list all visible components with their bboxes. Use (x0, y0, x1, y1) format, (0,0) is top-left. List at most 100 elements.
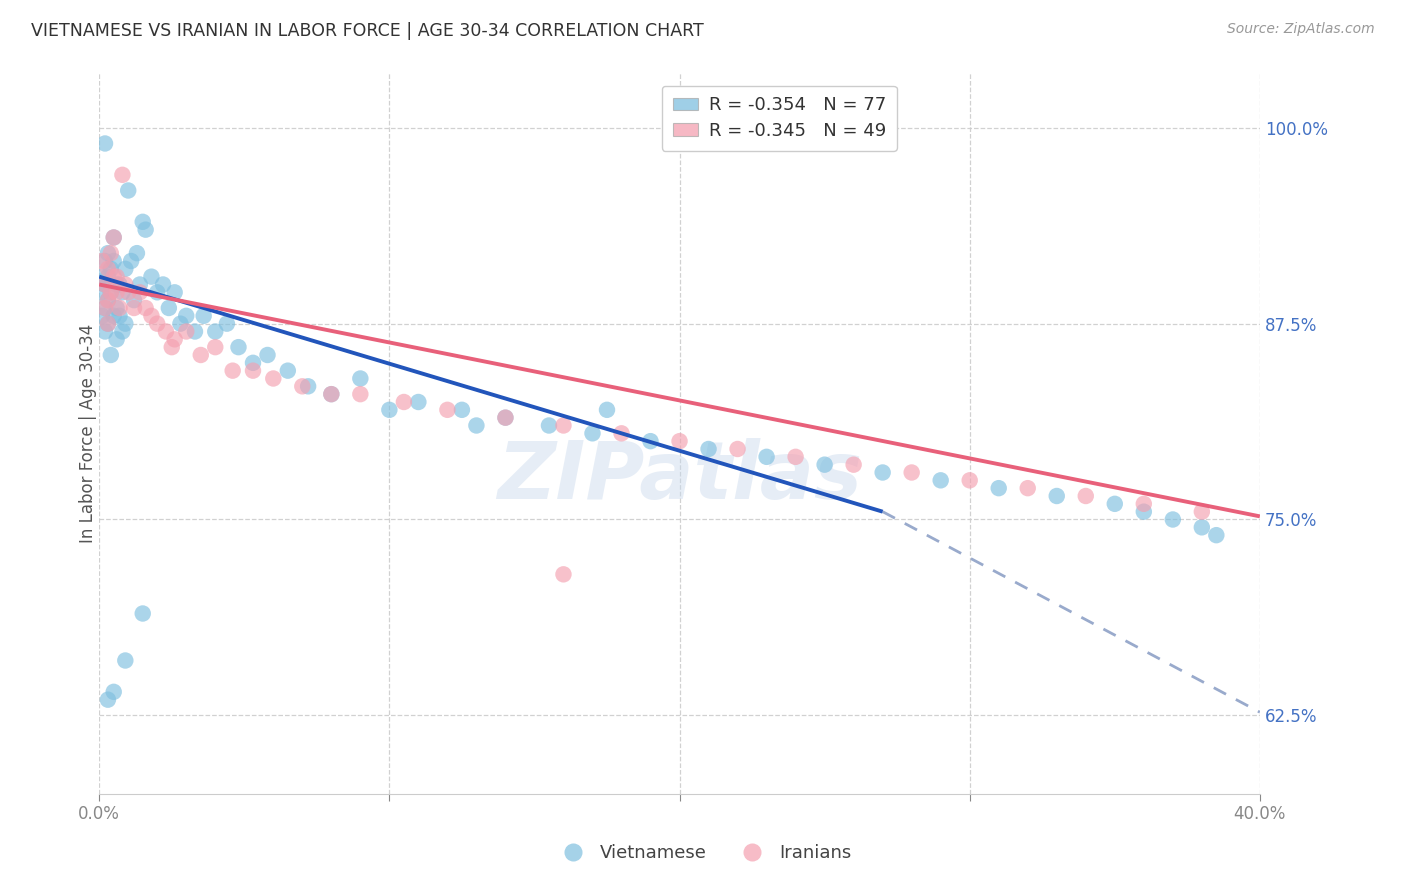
Point (152, 277, 174, 292)
Text: Source: ZipAtlas.com: Source: ZipAtlas.com (1227, 22, 1375, 37)
Point (553, 418, 575, 433)
Point (465, 418, 488, 433)
Point (256, 348, 278, 362)
Point (1133, 505, 1156, 519)
Point (91, 285, 114, 300)
Point (349, 371, 371, 385)
Legend: Vietnamese, Iranians: Vietnamese, Iranians (547, 838, 859, 870)
Point (91, 309, 114, 323)
Point (108, 301, 131, 315)
Point (105, 301, 128, 315)
Point (193, 309, 215, 323)
Point (494, 410, 516, 425)
Text: ZIPatlas: ZIPatlas (498, 438, 862, 516)
Point (929, 473, 952, 487)
Point (125, 246, 148, 260)
Point (174, 309, 197, 323)
Point (91, 254, 114, 268)
Point (100, 285, 122, 300)
Point (610, 426, 633, 441)
Point (117, 285, 139, 300)
Point (103, 269, 125, 284)
Point (97, 293, 120, 307)
Point (103, 685, 125, 699)
Point (640, 434, 662, 449)
Point (321, 387, 343, 401)
Point (155, 325, 177, 339)
Point (105, 269, 128, 284)
Point (392, 395, 415, 409)
Point (727, 442, 749, 456)
Point (103, 254, 125, 268)
Point (160, 340, 183, 354)
Point (135, 222, 157, 236)
Point (349, 387, 371, 401)
Point (114, 261, 136, 276)
Point (1205, 528, 1227, 542)
Point (451, 402, 474, 417)
Point (436, 402, 458, 417)
Point (157, 301, 180, 315)
Point (97, 692, 120, 706)
Point (114, 653, 136, 667)
Point (103, 230, 125, 244)
Point (100, 348, 122, 362)
Point (959, 473, 981, 487)
Point (108, 309, 131, 323)
Point (94, 254, 117, 268)
Point (494, 410, 516, 425)
Point (872, 466, 894, 480)
Point (141, 309, 163, 323)
Point (242, 364, 264, 378)
Point (163, 332, 186, 346)
Point (128, 277, 150, 292)
Point (1017, 481, 1039, 495)
Point (221, 364, 243, 378)
Point (596, 402, 619, 417)
Point (132, 607, 155, 621)
Point (111, 325, 134, 339)
Point (900, 466, 922, 480)
Point (105, 332, 128, 346)
Point (581, 426, 603, 441)
Point (103, 309, 125, 323)
Point (814, 458, 837, 472)
Point (135, 301, 157, 315)
Point (94, 277, 117, 292)
Point (204, 325, 226, 339)
Point (321, 387, 343, 401)
Point (122, 301, 145, 315)
Point (97, 293, 120, 307)
Point (128, 285, 150, 300)
Point (1046, 489, 1069, 503)
Point (697, 442, 720, 456)
Point (1191, 520, 1213, 534)
Point (100, 285, 122, 300)
Point (190, 348, 212, 362)
Point (668, 434, 690, 449)
Point (553, 567, 575, 582)
Point (228, 340, 250, 354)
Point (94, 301, 117, 315)
Point (1161, 512, 1184, 526)
Point (297, 379, 319, 393)
Point (100, 246, 122, 260)
Point (108, 277, 131, 292)
Point (97, 246, 120, 260)
Point (242, 356, 264, 370)
Point (105, 277, 128, 292)
Point (132, 215, 155, 229)
Point (94, 301, 117, 315)
Point (97, 317, 120, 331)
Point (111, 168, 134, 182)
Point (755, 450, 778, 464)
Point (91, 269, 114, 284)
Point (204, 340, 226, 354)
Point (146, 317, 169, 331)
Point (114, 317, 136, 331)
Point (94, 325, 117, 339)
Point (537, 418, 560, 433)
Point (97, 261, 120, 276)
Point (122, 293, 145, 307)
Point (120, 254, 142, 268)
